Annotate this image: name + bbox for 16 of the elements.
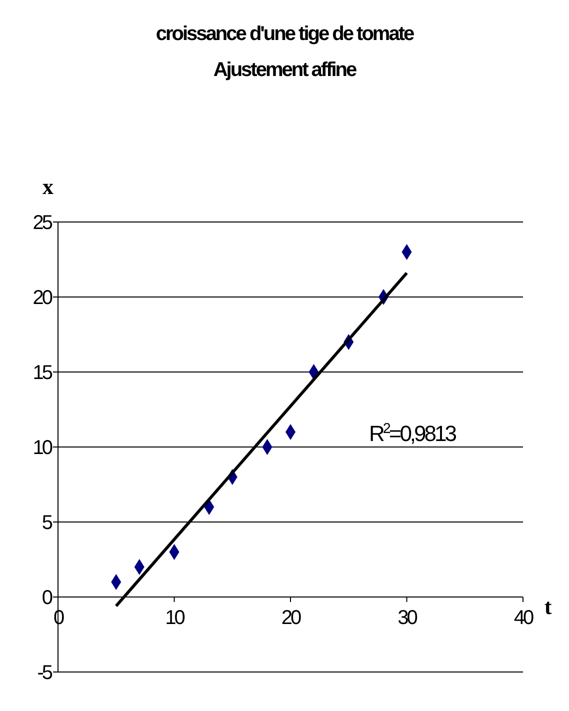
y-tick-label: 10 bbox=[32, 437, 53, 459]
chart-subtitle: Ajustement affine bbox=[213, 59, 358, 81]
x-tick-label: 30 bbox=[398, 607, 418, 629]
y-tick-label: 25 bbox=[32, 212, 53, 234]
annotation: R$^{2}$=0,9813 bbox=[369, 421, 457, 446]
y-tick-label: 15 bbox=[32, 362, 53, 384]
y-tick-label: 0 bbox=[42, 587, 53, 609]
y-tick-label: 5 bbox=[42, 512, 53, 534]
y-axis-title: x bbox=[42, 174, 54, 199]
x-tick-label: 40 bbox=[514, 607, 534, 629]
x-tick-label: 20 bbox=[281, 607, 302, 629]
chart-title: croissance d'une tige de tomate bbox=[156, 23, 414, 45]
x-axis-title: t bbox=[544, 594, 552, 619]
y-tick-label: 20 bbox=[32, 287, 53, 309]
y-tick-label: -5 bbox=[37, 662, 53, 684]
x-tick-label: 10 bbox=[165, 607, 186, 629]
